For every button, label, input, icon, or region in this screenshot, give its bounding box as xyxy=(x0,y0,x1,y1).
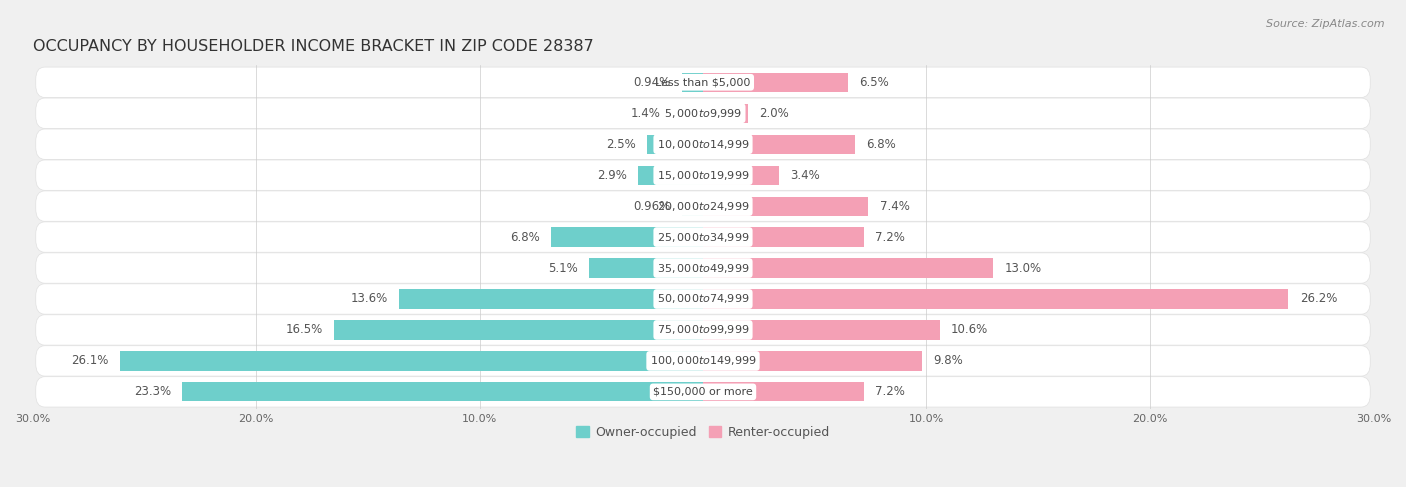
Bar xyxy=(703,351,922,371)
Text: 7.4%: 7.4% xyxy=(880,200,910,213)
FancyBboxPatch shape xyxy=(35,129,1371,159)
Bar xyxy=(703,259,994,278)
Bar xyxy=(703,104,748,123)
Bar xyxy=(682,73,703,92)
Text: $20,000 to $24,999: $20,000 to $24,999 xyxy=(657,200,749,213)
Text: Source: ZipAtlas.com: Source: ZipAtlas.com xyxy=(1267,19,1385,30)
Bar xyxy=(703,382,863,401)
Bar xyxy=(703,320,939,339)
Text: 7.2%: 7.2% xyxy=(875,385,905,398)
Text: 13.6%: 13.6% xyxy=(350,293,388,305)
Bar xyxy=(399,289,703,309)
Bar xyxy=(589,259,703,278)
Bar xyxy=(703,134,855,154)
FancyBboxPatch shape xyxy=(35,377,1371,407)
Text: 2.9%: 2.9% xyxy=(598,169,627,182)
Text: 13.0%: 13.0% xyxy=(1005,262,1042,275)
Text: 26.1%: 26.1% xyxy=(72,355,108,367)
Text: 9.8%: 9.8% xyxy=(934,355,963,367)
Bar xyxy=(703,197,869,216)
FancyBboxPatch shape xyxy=(35,67,1371,97)
Text: $35,000 to $49,999: $35,000 to $49,999 xyxy=(657,262,749,275)
Bar xyxy=(551,227,703,247)
Text: $5,000 to $9,999: $5,000 to $9,999 xyxy=(664,107,742,120)
Text: $10,000 to $14,999: $10,000 to $14,999 xyxy=(657,138,749,150)
Text: 10.6%: 10.6% xyxy=(950,323,988,337)
Text: $100,000 to $149,999: $100,000 to $149,999 xyxy=(650,355,756,367)
Text: 6.5%: 6.5% xyxy=(859,76,889,89)
Text: $50,000 to $74,999: $50,000 to $74,999 xyxy=(657,293,749,305)
Bar xyxy=(335,320,703,339)
Text: OCCUPANCY BY HOUSEHOLDER INCOME BRACKET IN ZIP CODE 28387: OCCUPANCY BY HOUSEHOLDER INCOME BRACKET … xyxy=(32,39,593,55)
Text: Less than $5,000: Less than $5,000 xyxy=(655,77,751,87)
Text: $150,000 or more: $150,000 or more xyxy=(654,387,752,397)
Text: 0.94%: 0.94% xyxy=(634,76,671,89)
Bar xyxy=(703,166,779,185)
FancyBboxPatch shape xyxy=(35,160,1371,190)
Bar xyxy=(682,197,703,216)
Bar xyxy=(703,227,863,247)
Text: 16.5%: 16.5% xyxy=(285,323,323,337)
Text: 7.2%: 7.2% xyxy=(875,230,905,244)
Legend: Owner-occupied, Renter-occupied: Owner-occupied, Renter-occupied xyxy=(571,421,835,444)
Text: 2.5%: 2.5% xyxy=(606,138,636,150)
FancyBboxPatch shape xyxy=(35,191,1371,221)
Text: 3.4%: 3.4% xyxy=(790,169,820,182)
FancyBboxPatch shape xyxy=(35,315,1371,345)
FancyBboxPatch shape xyxy=(35,222,1371,252)
Text: $25,000 to $34,999: $25,000 to $34,999 xyxy=(657,230,749,244)
Bar xyxy=(672,104,703,123)
Bar xyxy=(703,73,848,92)
Text: 1.4%: 1.4% xyxy=(631,107,661,120)
FancyBboxPatch shape xyxy=(35,346,1371,376)
Bar xyxy=(703,289,1288,309)
Text: 6.8%: 6.8% xyxy=(510,230,540,244)
FancyBboxPatch shape xyxy=(35,98,1371,129)
FancyBboxPatch shape xyxy=(35,284,1371,314)
Text: 23.3%: 23.3% xyxy=(134,385,172,398)
Bar xyxy=(120,351,703,371)
Text: $15,000 to $19,999: $15,000 to $19,999 xyxy=(657,169,749,182)
Text: 26.2%: 26.2% xyxy=(1299,293,1337,305)
Text: 2.0%: 2.0% xyxy=(759,107,789,120)
Bar xyxy=(638,166,703,185)
FancyBboxPatch shape xyxy=(35,253,1371,283)
Bar xyxy=(647,134,703,154)
Text: $75,000 to $99,999: $75,000 to $99,999 xyxy=(657,323,749,337)
Text: 6.8%: 6.8% xyxy=(866,138,896,150)
Text: 0.96%: 0.96% xyxy=(633,200,671,213)
Bar xyxy=(183,382,703,401)
Text: 5.1%: 5.1% xyxy=(548,262,578,275)
